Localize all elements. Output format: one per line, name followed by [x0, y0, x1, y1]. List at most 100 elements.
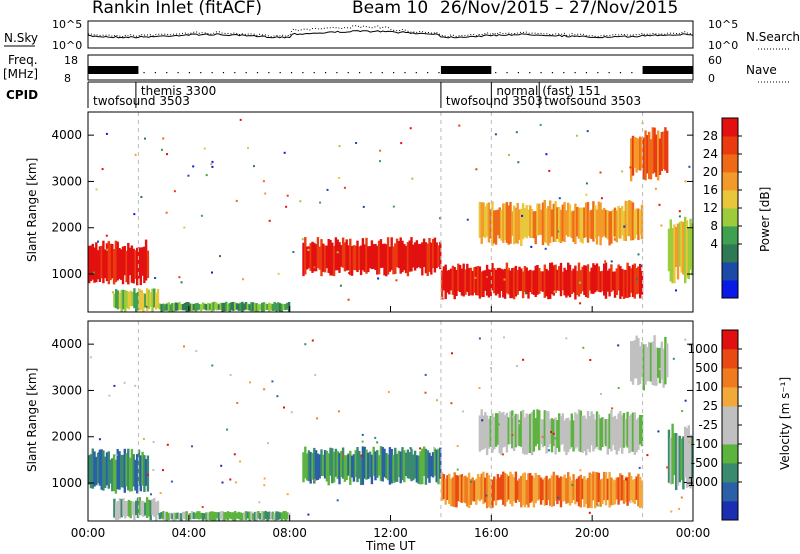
velocity-scatter-point: [541, 435, 544, 438]
power-cell: [394, 243, 397, 274]
power-cell: [545, 268, 548, 297]
power-cell: [180, 304, 183, 311]
nave-tick-bottom-right: 0: [708, 72, 715, 85]
freq-block-1: [440, 66, 492, 74]
velocity-scatter-point: [201, 506, 204, 508]
velocity-cell: [505, 474, 509, 502]
power-colorbar-swatch: [722, 172, 738, 191]
velocity-colorbar-label: Velocity [m s⁻¹]: [778, 377, 792, 470]
velocity-cell: [331, 448, 334, 484]
velocity-scatter-point: [450, 402, 453, 405]
nave-dot: [256, 72, 259, 74]
power-cell: [397, 241, 401, 269]
power-scatter-point: [183, 226, 186, 229]
power-cell: [219, 302, 222, 310]
power-cell: [639, 136, 642, 171]
velocity-cell: [541, 419, 545, 448]
velocity-cell: [592, 471, 595, 501]
power-cell: [626, 201, 629, 237]
velocity-cell: [563, 474, 566, 501]
velocity-cell: [476, 474, 480, 500]
velocity-cell: [599, 479, 602, 507]
nave-dot: [268, 72, 270, 74]
velocity-cell: [581, 415, 584, 453]
power-cell: [376, 245, 379, 275]
velocity-scatter-point: [249, 381, 251, 384]
power-scatter-point: [140, 196, 143, 198]
velocity-scatter-point: [409, 447, 412, 450]
nave-dot: [166, 72, 168, 74]
velocity-cell: [554, 417, 557, 455]
power-cell: [482, 270, 485, 298]
power-cell: [412, 244, 415, 268]
power-colorbar-swatch: [722, 208, 738, 227]
power-scatter-point: [684, 180, 687, 183]
velocity-cell: [284, 511, 287, 521]
power-cell: [574, 265, 577, 300]
velocity-cell: [633, 412, 636, 455]
power-cell: [243, 303, 246, 311]
velocity-cell: [230, 512, 233, 520]
velocity-scatter-point: [424, 391, 427, 394]
power-cell: [431, 239, 435, 269]
velocity-cell: [158, 512, 161, 520]
velocity-cell: [138, 497, 141, 516]
velocity-cell: [305, 453, 309, 481]
velocity-colorbar-tick-label-6: -500: [691, 456, 718, 470]
velocity-cell: [489, 479, 492, 509]
power-scatter-point: [286, 194, 289, 197]
velocity-cell: [507, 476, 510, 500]
velocity-cell: [178, 513, 181, 521]
power-cell: [622, 269, 626, 299]
velocity-scatter-point: [503, 336, 505, 339]
power-colorbar-tick-label-4: 12: [703, 201, 718, 215]
power-scatter-point: [292, 251, 295, 253]
power-cell: [487, 269, 491, 298]
power-cell: [565, 269, 568, 298]
velocity-cell: [404, 452, 408, 476]
velocity-cell: [343, 455, 347, 482]
nave-dot: [461, 72, 463, 74]
velocity-cell: [448, 473, 451, 504]
power-cell: [673, 224, 676, 284]
velocity-cell: [691, 437, 694, 478]
nsky-tick-top-right: 10^5: [708, 18, 738, 31]
nave-dot: [483, 72, 485, 74]
velocity-cell: [392, 454, 395, 482]
velocity-scatter-point: [629, 501, 632, 504]
power-cell: [473, 267, 476, 293]
velocity-cell: [507, 417, 510, 445]
velocity-cell: [512, 415, 516, 451]
power-cell: [577, 262, 581, 297]
power-scatter-point: [95, 188, 98, 191]
nave-dot: [619, 72, 622, 74]
velocity-cell: [604, 419, 608, 447]
velocity-cell: [219, 511, 222, 519]
velocity-cell: [644, 344, 647, 385]
power-cell: [630, 201, 633, 241]
power-cell: [586, 264, 590, 298]
velocity-cell: [165, 511, 169, 521]
velocity-cell: [146, 455, 150, 492]
velocity-scatter-point: [98, 438, 101, 441]
power-cell: [640, 137, 644, 169]
power-cell: [543, 200, 546, 243]
power-cell: [372, 244, 375, 269]
power-scatter-point: [144, 137, 146, 140]
power-cell: [630, 268, 633, 293]
velocity-cell: [622, 480, 626, 504]
velocity-cell: [96, 452, 100, 484]
power-cell: [93, 247, 96, 283]
velocity-cell: [649, 342, 653, 382]
velocity-scatter-point: [239, 460, 242, 463]
power-cell: [491, 263, 494, 291]
velocity-cell: [134, 459, 137, 491]
velocity-cell: [444, 478, 447, 505]
power-cell: [149, 292, 152, 307]
power-scatter-point: [586, 130, 589, 133]
velocity-cell: [574, 412, 577, 449]
velocity-cell: [132, 454, 135, 487]
velocity-colorbar-tick-label-1: 500: [695, 361, 718, 375]
power-cell: [631, 135, 635, 176]
